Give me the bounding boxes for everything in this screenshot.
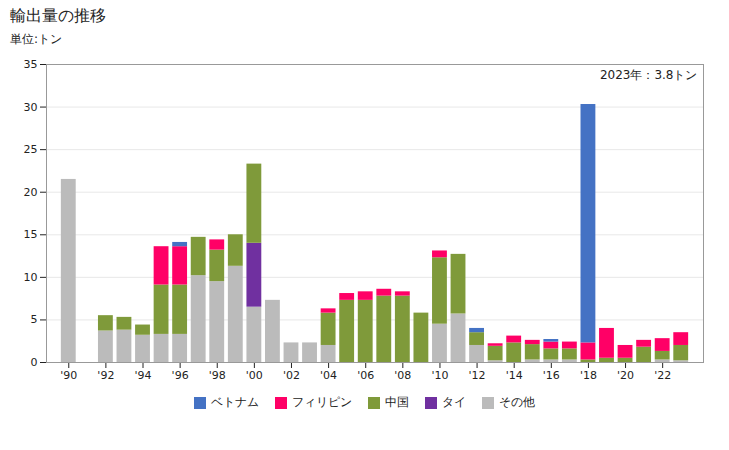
svg-text:'12: '12 xyxy=(469,369,486,382)
svg-text:'96: '96 xyxy=(172,369,189,382)
svg-text:'16: '16 xyxy=(543,369,560,382)
svg-text:35: 35 xyxy=(24,58,38,71)
svg-text:'02: '02 xyxy=(283,369,300,382)
html-text:フィリピン: フィリピン xyxy=(292,395,352,409)
html-text:単位:トン: 単位:トン xyxy=(10,32,62,46)
svg-text:'20: '20 xyxy=(617,369,634,382)
html-text:その他: その他 xyxy=(499,395,535,409)
svg-text:15: 15 xyxy=(24,228,38,241)
svg-text:'92: '92 xyxy=(97,369,114,382)
html-text:ベトナム: ベトナム xyxy=(211,395,259,409)
svg-text:'22: '22 xyxy=(654,369,671,382)
svg-text:'08: '08 xyxy=(394,369,411,382)
svg-text:'04: '04 xyxy=(320,369,337,382)
svg-text:'10: '10 xyxy=(431,369,448,382)
html-text:タイ: タイ xyxy=(442,395,466,409)
svg-text:5: 5 xyxy=(31,313,38,326)
svg-text:0: 0 xyxy=(31,356,38,369)
svg-text:'00: '00 xyxy=(246,369,263,382)
svg-text:2023年：3.8トン: 2023年：3.8トン xyxy=(600,68,698,82)
svg-text:'06: '06 xyxy=(357,369,374,382)
svg-text:20: 20 xyxy=(24,186,38,199)
svg-text:'90: '90 xyxy=(60,369,77,382)
svg-text:'94: '94 xyxy=(134,369,151,382)
svg-text:25: 25 xyxy=(24,143,38,156)
html-text:輸出量の推移: 輸出量の推移 xyxy=(10,6,106,25)
svg-text:10: 10 xyxy=(24,271,38,284)
html-text:中国: 中国 xyxy=(385,395,409,409)
svg-text:'14: '14 xyxy=(506,369,523,382)
svg-text:'18: '18 xyxy=(580,369,597,382)
svg-text:'98: '98 xyxy=(209,369,226,382)
svg-text:30: 30 xyxy=(24,101,38,114)
